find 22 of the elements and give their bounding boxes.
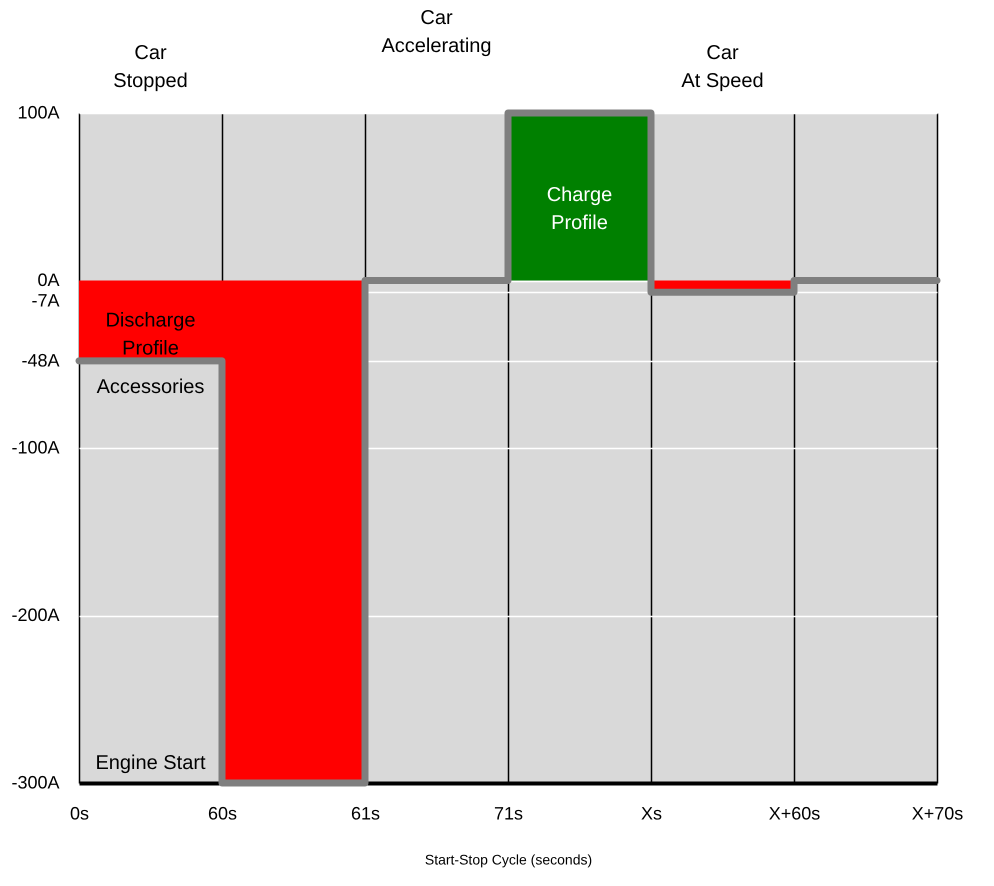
y-tick-label: -100A	[11, 438, 60, 458]
annotation: Accessories	[96, 376, 204, 398]
text: Car Accelerating	[381, 7, 492, 57]
x-tick-label: X+60s	[768, 804, 820, 824]
y-tick-label: -48A	[21, 350, 60, 370]
y-tick-label: 100A	[17, 102, 60, 122]
x-tick-label: Xs	[640, 804, 662, 824]
x-tick-label: 61s	[350, 804, 380, 824]
y-tick-label: -300A	[11, 772, 60, 792]
x-tick-label: 71s	[494, 804, 524, 824]
y-tick-label: 0A	[37, 270, 60, 290]
x-tick-label: 0s	[70, 804, 90, 824]
series-label: Charge Profile	[546, 184, 612, 234]
series-label: Discharge Profile	[105, 310, 196, 360]
text: Car At Speed	[681, 42, 764, 92]
text: Car Stopped	[113, 42, 188, 92]
x-tick-label: 60s	[208, 804, 238, 824]
x-tick-label: X+70s	[912, 804, 964, 824]
annotation: Engine Start	[95, 752, 206, 774]
y-tick-label: -200A	[11, 605, 60, 625]
x-axis-title: Start-Stop Cycle (seconds)	[424, 852, 592, 868]
y-tick-label: -7A	[31, 290, 60, 311]
